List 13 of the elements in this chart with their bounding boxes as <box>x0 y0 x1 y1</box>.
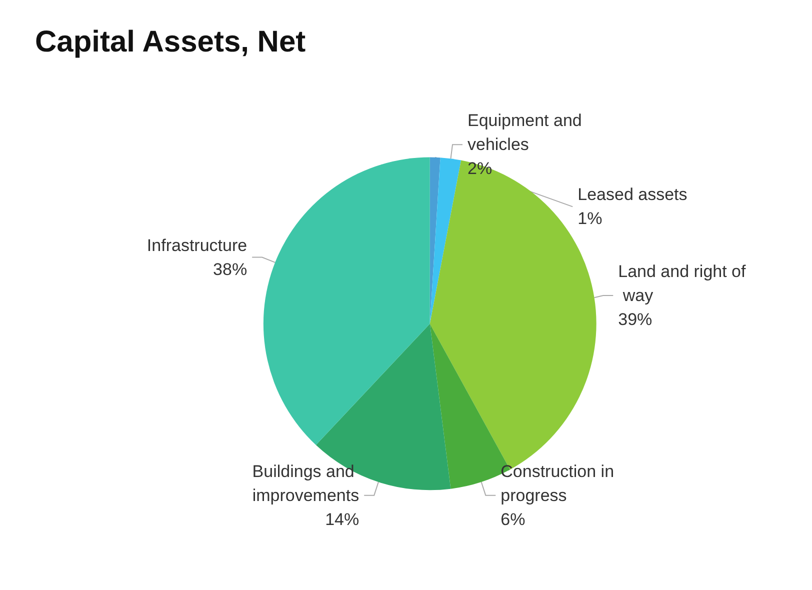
slice-label: Construction in progress <box>500 462 619 505</box>
slice-label: Land and right of way <box>618 262 746 305</box>
slice-label: Equipment and vehicles <box>468 111 587 154</box>
chart-title: Capital Assets, Net <box>35 26 306 58</box>
data-label: 38% <box>213 260 248 279</box>
data-label: 39% <box>618 310 652 329</box>
slice-label: Buildings and improvements <box>252 462 360 505</box>
data-label: 14% <box>325 510 360 529</box>
data-label: 6% <box>500 510 526 529</box>
data-label: 1% <box>578 209 602 228</box>
data-label: 2% <box>468 159 492 178</box>
slice-label: Leased assets <box>578 185 688 204</box>
slice-label: Infrastructure <box>146 236 248 255</box>
